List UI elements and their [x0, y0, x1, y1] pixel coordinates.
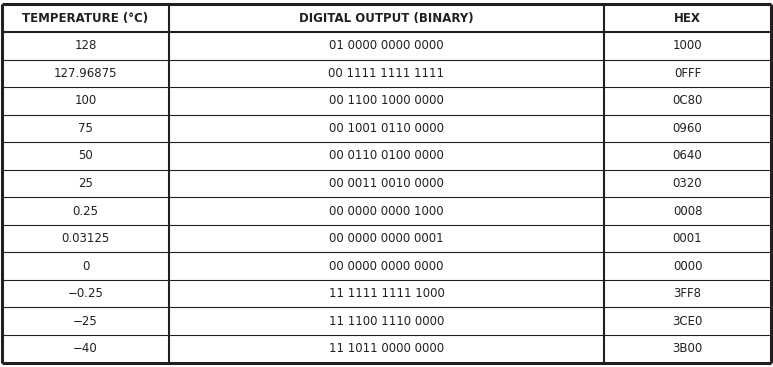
Text: 3FF8: 3FF8	[673, 287, 702, 300]
Text: 00 0110 0100 0000: 00 0110 0100 0000	[329, 149, 444, 163]
Text: −0.25: −0.25	[67, 287, 104, 300]
Text: 00 0000 0000 0000: 00 0000 0000 0000	[329, 260, 444, 273]
Bar	[169, 4, 604, 32]
Text: 00 1100 1000 0000: 00 1100 1000 0000	[329, 94, 444, 107]
Bar	[169, 252, 604, 280]
Bar	[2, 252, 169, 280]
Bar	[169, 170, 604, 197]
Bar	[604, 142, 771, 170]
Bar	[2, 115, 169, 142]
Bar	[604, 197, 771, 225]
Text: 0640: 0640	[673, 149, 703, 163]
Text: 00 1111 1111 1111: 00 1111 1111 1111	[329, 67, 444, 80]
Bar	[169, 115, 604, 142]
Text: 11 1011 0000 0000: 11 1011 0000 0000	[329, 342, 444, 355]
Bar	[169, 225, 604, 252]
Bar	[2, 170, 169, 197]
Text: 0C80: 0C80	[673, 94, 703, 107]
Bar	[2, 32, 169, 59]
Text: 25: 25	[78, 177, 93, 190]
Text: −25: −25	[73, 315, 98, 328]
Bar	[604, 59, 771, 87]
Text: 1000: 1000	[673, 39, 703, 52]
Text: 11 1111 1111 1000: 11 1111 1111 1000	[329, 287, 444, 300]
Bar	[604, 280, 771, 308]
Text: 100: 100	[74, 94, 97, 107]
Bar	[2, 59, 169, 87]
Text: HEX: HEX	[674, 12, 701, 25]
Bar	[2, 142, 169, 170]
Text: 0001: 0001	[673, 232, 703, 245]
Bar	[604, 32, 771, 59]
Text: 00 0000 0000 0001: 00 0000 0000 0001	[329, 232, 444, 245]
Text: TEMPERATURE (°C): TEMPERATURE (°C)	[22, 12, 148, 25]
Bar	[2, 225, 169, 252]
Bar	[604, 115, 771, 142]
Bar	[2, 335, 169, 363]
Text: 75: 75	[78, 122, 93, 135]
Bar	[169, 335, 604, 363]
Text: DIGITAL OUTPUT (BINARY): DIGITAL OUTPUT (BINARY)	[299, 12, 474, 25]
Text: 3CE0: 3CE0	[673, 315, 703, 328]
Bar	[2, 4, 169, 32]
Bar	[2, 87, 169, 115]
Text: 0FFF: 0FFF	[674, 67, 701, 80]
Bar	[2, 280, 169, 308]
Text: 0000: 0000	[673, 260, 702, 273]
Text: 00 0000 0000 1000: 00 0000 0000 1000	[329, 204, 444, 218]
Text: 3B00: 3B00	[673, 342, 703, 355]
Text: 0960: 0960	[673, 122, 703, 135]
Text: 0.03125: 0.03125	[61, 232, 110, 245]
Bar	[604, 87, 771, 115]
Text: 00 0011 0010 0000: 00 0011 0010 0000	[329, 177, 444, 190]
Text: 0008: 0008	[673, 204, 702, 218]
Bar	[2, 197, 169, 225]
Text: 00 1001 0110 0000: 00 1001 0110 0000	[329, 122, 444, 135]
Bar	[169, 280, 604, 308]
Bar	[169, 59, 604, 87]
Text: 0: 0	[82, 260, 89, 273]
Bar	[604, 225, 771, 252]
Text: 128: 128	[74, 39, 97, 52]
Text: 0.25: 0.25	[73, 204, 98, 218]
Bar	[604, 252, 771, 280]
Text: −40: −40	[73, 342, 98, 355]
Bar	[2, 308, 169, 335]
Bar	[604, 4, 771, 32]
Bar	[169, 87, 604, 115]
Bar	[169, 197, 604, 225]
Bar	[604, 335, 771, 363]
Text: 11 1100 1110 0000: 11 1100 1110 0000	[329, 315, 444, 328]
Bar	[169, 32, 604, 59]
Bar	[604, 308, 771, 335]
Bar	[169, 308, 604, 335]
Text: 127.96875: 127.96875	[54, 67, 117, 80]
Text: 01 0000 0000 0000: 01 0000 0000 0000	[329, 39, 444, 52]
Text: 50: 50	[78, 149, 93, 163]
Bar	[169, 142, 604, 170]
Bar	[604, 170, 771, 197]
Text: 0320: 0320	[673, 177, 703, 190]
